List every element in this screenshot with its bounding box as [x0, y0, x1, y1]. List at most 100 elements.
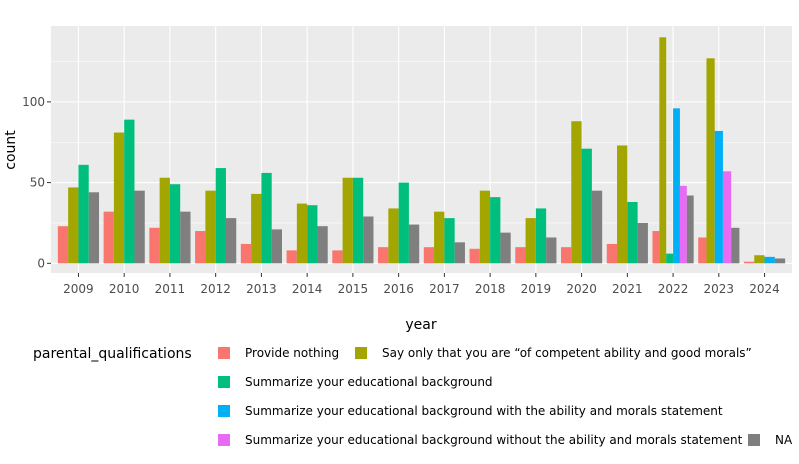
bar	[679, 185, 687, 264]
bar	[149, 227, 160, 264]
bar	[317, 226, 328, 264]
bar	[57, 226, 69, 264]
bar	[388, 208, 399, 264]
bar	[469, 248, 480, 264]
bar	[124, 119, 135, 264]
legend-label: Summarize your educational background wi…	[245, 404, 723, 418]
x-tick-label: 2014	[292, 282, 323, 296]
bar	[68, 187, 79, 264]
bar	[479, 190, 491, 264]
bar	[606, 243, 618, 264]
bar	[571, 121, 582, 264]
bar	[88, 192, 100, 264]
legend-label: NA	[775, 433, 793, 447]
bar	[666, 253, 674, 264]
bar	[205, 190, 216, 264]
x-tick-label: 2013	[246, 282, 277, 296]
x-tick-label: 2016	[383, 282, 414, 296]
bar	[195, 231, 206, 264]
x-tick-label: 2021	[612, 282, 643, 296]
bar	[561, 247, 572, 264]
x-tick-label: 2010	[109, 282, 140, 296]
bar	[525, 218, 536, 264]
bar	[408, 224, 420, 264]
bar	[286, 250, 297, 264]
x-tick-label: 2009	[63, 282, 94, 296]
bar	[706, 58, 715, 264]
bar	[78, 164, 89, 264]
bar	[352, 177, 364, 264]
legend-key	[748, 434, 760, 446]
x-axis-title: year	[405, 317, 436, 333]
legend-label: Provide nothing	[245, 346, 339, 360]
y-axis-ticks: 0 50 100	[22, 95, 51, 270]
bar	[296, 203, 308, 264]
bar	[398, 182, 409, 264]
bar	[363, 216, 374, 264]
bar	[722, 171, 732, 264]
y-tick-label: 0	[37, 256, 45, 270]
bar	[754, 255, 765, 264]
bar	[743, 261, 755, 264]
x-tick-label: 2012	[200, 282, 231, 296]
x-tick-label: 2022	[658, 282, 689, 296]
bar	[546, 237, 557, 264]
legend-key	[355, 347, 367, 359]
bar	[240, 243, 252, 264]
legend-title: parental_qualifications	[33, 346, 192, 362]
x-tick-label: 2017	[429, 282, 460, 296]
bar	[731, 227, 740, 264]
bar	[332, 250, 343, 264]
x-axis-ticks: 2009 2010 2011 2012 2013 2014 2015 2016 2017 2018…	[63, 273, 780, 296]
legend-label: Summarize your educational background wi…	[245, 433, 743, 447]
bar	[454, 242, 465, 264]
bar	[271, 229, 282, 264]
x-tick-label: 2020	[566, 282, 597, 296]
bar	[515, 247, 526, 264]
bar	[225, 218, 237, 264]
legend-key	[218, 376, 230, 388]
bar	[169, 184, 181, 264]
bar	[423, 247, 435, 264]
x-tick-label: 2018	[475, 282, 506, 296]
bar	[617, 145, 628, 264]
bar	[134, 190, 145, 264]
legend-key	[218, 405, 230, 417]
bar	[261, 172, 272, 264]
x-tick-label: 2015	[338, 282, 369, 296]
bar	[342, 177, 353, 264]
bar	[764, 256, 775, 264]
bar	[434, 211, 445, 264]
bar	[673, 108, 680, 264]
legend-label: Summarize your educational background	[245, 375, 493, 389]
legend-label: Say only that you are “of competent abil…	[382, 346, 752, 360]
y-tick-label: 50	[30, 176, 45, 190]
bar	[627, 201, 638, 264]
bar	[659, 37, 667, 264]
legend-key	[218, 434, 230, 446]
bar	[103, 211, 114, 264]
bar	[500, 232, 511, 264]
x-tick-label: 2023	[704, 282, 735, 296]
bar	[581, 148, 592, 264]
legend: parental_qualifications Provide nothing S…	[33, 346, 793, 447]
bar	[637, 222, 648, 264]
bar	[591, 190, 603, 264]
x-tick-label: 2024	[749, 282, 780, 296]
bar	[180, 211, 191, 264]
bar	[652, 231, 660, 264]
bar	[444, 218, 455, 264]
bar	[686, 195, 694, 264]
x-tick-label: 2019	[521, 282, 552, 296]
bar	[307, 205, 318, 264]
bar	[698, 237, 707, 264]
bar	[378, 247, 389, 264]
bars	[57, 37, 786, 264]
legend-key	[218, 347, 230, 359]
bar	[714, 130, 723, 264]
bar	[535, 208, 547, 264]
bar	[215, 168, 226, 264]
bar	[490, 197, 501, 264]
bar	[774, 258, 786, 264]
